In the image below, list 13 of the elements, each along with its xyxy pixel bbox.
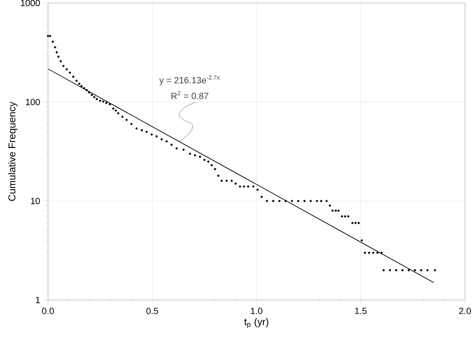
y-tick-label: 10 bbox=[30, 198, 40, 204]
y-tick-label: 1000 bbox=[20, 0, 40, 6]
x-tick-label: 0.0 bbox=[42, 308, 54, 314]
x-axis-title: t$_{p}$ (yr) bbox=[244, 318, 268, 328]
annotation: R$^{2}$ = 0.87 bbox=[172, 91, 208, 100]
y-tick-label: 100 bbox=[26, 98, 40, 106]
y-tick-label: 1 bbox=[36, 296, 40, 304]
y-axis-title: Cumulative Frequency bbox=[8, 102, 18, 201]
x-tick-label: 1.0 bbox=[250, 308, 262, 314]
x-tick-label: 1.5 bbox=[355, 308, 367, 314]
x-tick-label: 0.5 bbox=[146, 308, 158, 314]
x-tick-label: 2.0 bbox=[459, 308, 471, 314]
annotation: y = 216.13e$^{-2.7x}$ bbox=[159, 75, 220, 86]
